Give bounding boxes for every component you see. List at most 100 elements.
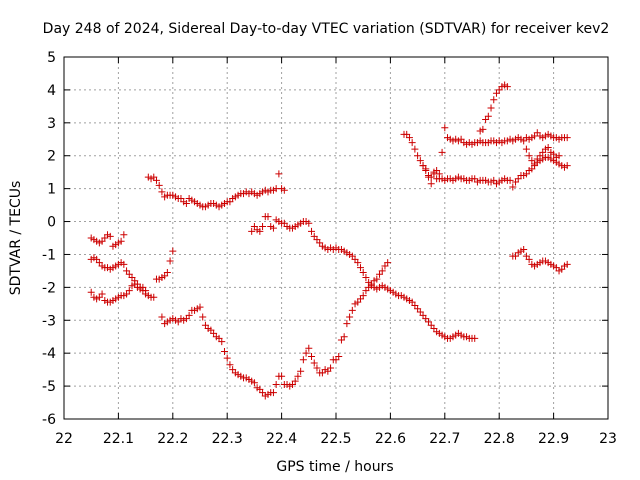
data-point bbox=[414, 152, 422, 160]
data-point bbox=[506, 176, 514, 184]
series-trace-10 bbox=[509, 246, 571, 275]
data-point bbox=[563, 162, 571, 170]
data-point bbox=[335, 352, 343, 360]
data-point bbox=[427, 180, 435, 188]
x-axis-label: GPS time / hours bbox=[276, 459, 393, 475]
data-point bbox=[275, 170, 283, 178]
series-trace-6 bbox=[248, 213, 479, 342]
data-point bbox=[411, 145, 419, 153]
x-tick-label: 23 bbox=[599, 431, 617, 447]
series-trace-7 bbox=[400, 130, 571, 191]
y-tick-label: 0 bbox=[47, 215, 56, 231]
data-point bbox=[522, 145, 530, 153]
data-point bbox=[182, 199, 190, 207]
data-point bbox=[490, 96, 498, 104]
data-point bbox=[264, 213, 272, 221]
data-point bbox=[87, 288, 95, 296]
data-point bbox=[155, 181, 163, 189]
data-point bbox=[471, 334, 479, 342]
data-point bbox=[310, 359, 318, 367]
y-tick-label: -5 bbox=[42, 379, 56, 395]
data-point bbox=[305, 344, 313, 352]
series-trace-8 bbox=[419, 124, 571, 188]
data-point bbox=[441, 124, 449, 132]
y-ticks: -6 -5 -4 -3 -2 -1 0 1 2 3 4 5 bbox=[42, 50, 608, 428]
data-point bbox=[299, 356, 307, 364]
data-point bbox=[302, 349, 310, 357]
data-point bbox=[509, 183, 517, 191]
data-point bbox=[269, 224, 277, 232]
data-marks bbox=[87, 81, 571, 400]
data-point bbox=[424, 173, 432, 181]
data-point bbox=[248, 227, 256, 235]
data-point bbox=[259, 222, 267, 230]
data-point bbox=[346, 313, 354, 321]
data-point bbox=[152, 176, 160, 184]
data-point bbox=[150, 293, 158, 301]
x-tick-label: 22.9 bbox=[538, 431, 569, 447]
data-point bbox=[378, 267, 386, 275]
data-point bbox=[520, 246, 528, 254]
data-point bbox=[280, 186, 288, 194]
y-tick-label: 4 bbox=[47, 83, 56, 99]
y-axis-label: SDTVAR / TECUs bbox=[8, 181, 24, 296]
data-point bbox=[313, 364, 321, 372]
data-point bbox=[226, 361, 234, 369]
data-point bbox=[169, 247, 177, 255]
data-point bbox=[438, 148, 446, 156]
y-tick-label: -4 bbox=[42, 346, 56, 362]
data-point bbox=[487, 104, 495, 112]
data-point bbox=[125, 287, 133, 295]
data-point bbox=[256, 227, 264, 235]
data-point bbox=[223, 354, 231, 362]
series-trace-4 bbox=[144, 170, 288, 211]
y-tick-label: 2 bbox=[47, 149, 56, 165]
data-point bbox=[272, 380, 280, 388]
data-point bbox=[308, 227, 316, 235]
data-point bbox=[199, 313, 207, 321]
data-point bbox=[297, 367, 305, 375]
data-point bbox=[348, 306, 356, 314]
series-trace-9 bbox=[476, 81, 511, 135]
data-point bbox=[343, 320, 351, 328]
data-point bbox=[327, 364, 335, 372]
data-point bbox=[503, 83, 511, 91]
data-point bbox=[416, 157, 424, 165]
data-point bbox=[479, 125, 487, 133]
y-tick-label: -6 bbox=[42, 412, 56, 428]
data-point bbox=[525, 255, 533, 263]
data-point bbox=[408, 139, 416, 147]
data-point bbox=[308, 352, 316, 360]
data-point bbox=[106, 232, 114, 240]
data-point bbox=[250, 379, 258, 387]
data-point bbox=[484, 112, 492, 120]
data-point bbox=[359, 269, 367, 277]
data-point bbox=[384, 259, 392, 267]
data-point bbox=[525, 152, 533, 160]
data-point bbox=[555, 152, 563, 160]
data-point bbox=[269, 389, 277, 397]
y-tick-label: -2 bbox=[42, 280, 56, 296]
data-point bbox=[163, 269, 171, 277]
data-point bbox=[120, 231, 128, 239]
data-point bbox=[166, 257, 174, 265]
x-tick-label: 22.5 bbox=[320, 431, 351, 447]
data-point bbox=[435, 170, 443, 178]
data-point bbox=[359, 292, 367, 300]
x-tick-label: 22.1 bbox=[103, 431, 134, 447]
data-point bbox=[422, 165, 430, 173]
data-point bbox=[278, 372, 286, 380]
data-point bbox=[218, 338, 226, 346]
y-tick-label: 3 bbox=[47, 116, 56, 132]
data-point bbox=[305, 219, 313, 227]
chart-title: Day 248 of 2024, Sidereal Day-to-day VTE… bbox=[43, 21, 610, 37]
series-trace-2 bbox=[87, 254, 150, 295]
x-tick-label: 22.3 bbox=[212, 431, 243, 447]
data-point bbox=[563, 134, 571, 142]
x-tick-label: 22.4 bbox=[266, 431, 297, 447]
series-trace-5 bbox=[158, 259, 392, 400]
data-point bbox=[291, 377, 299, 385]
data-point bbox=[544, 144, 552, 151]
x-tick-label: 22 bbox=[55, 431, 73, 447]
